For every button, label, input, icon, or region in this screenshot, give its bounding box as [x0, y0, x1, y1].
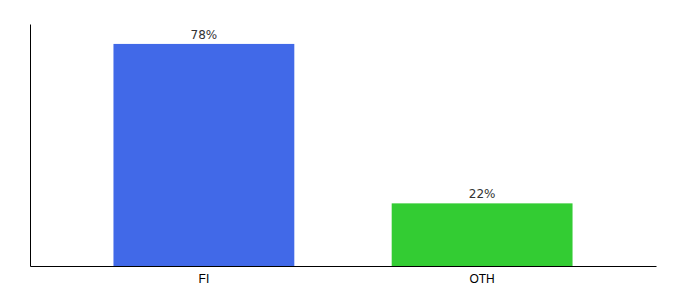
data-labels: 78% 22%	[191, 28, 496, 201]
bar	[392, 203, 573, 266]
chart-container: FI OTH 78% 22%	[0, 0, 680, 300]
x-tick: OTH	[469, 272, 494, 286]
data-label: 78%	[191, 28, 218, 42]
x-axis-line	[31, 266, 657, 267]
bars	[113, 44, 572, 266]
chart-svg: FI OTH 78% 22%	[0, 0, 680, 300]
x-tick-label: FI	[199, 272, 210, 286]
x-tick: FI	[199, 272, 210, 286]
x-axis: FI OTH	[31, 267, 657, 286]
x-tick-label: OTH	[469, 272, 494, 286]
y-axis	[30, 25, 31, 267]
data-label: 22%	[469, 187, 496, 201]
plot: FI OTH 78% 22%	[31, 25, 657, 286]
bar	[113, 44, 294, 266]
y-axis-line	[30, 25, 31, 267]
